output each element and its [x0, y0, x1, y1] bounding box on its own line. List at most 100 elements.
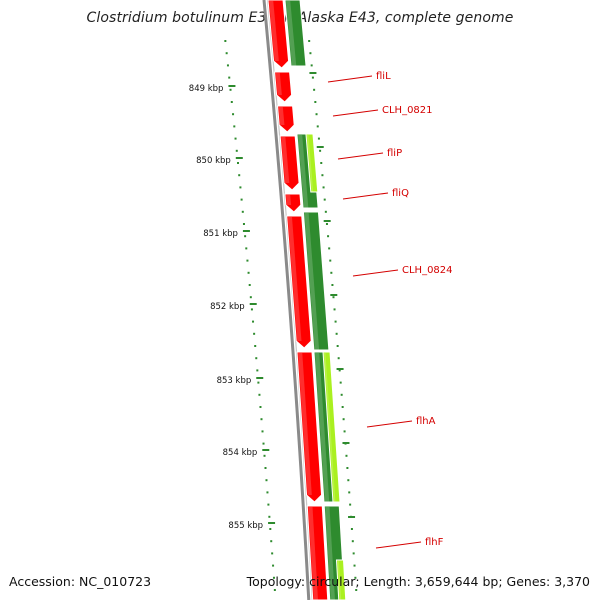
backbone-line — [262, 0, 311, 600]
outer-minor-tick — [339, 381, 342, 384]
gene-label-leader — [337, 152, 384, 160]
ruler-minor-tick — [272, 564, 275, 567]
forward-gene-highlight-body[interactable] — [305, 133, 319, 193]
reverse-gene-block[interactable] — [296, 351, 323, 503]
reverse-gene-block-shine — [287, 217, 302, 341]
reverse-gene-block-body[interactable] — [279, 135, 300, 191]
forward-gene-highlight[interactable] — [305, 133, 319, 193]
reverse-gene-block-body[interactable] — [286, 215, 312, 349]
gene-label-flhF[interactable]: flhF — [375, 537, 444, 549]
reverse-gene-block[interactable] — [277, 105, 295, 133]
gene-label-fliQ[interactable]: fliQ — [342, 188, 409, 200]
gene-label-text[interactable]: flhF — [425, 537, 444, 548]
reverse-gene-block-shine — [285, 195, 292, 205]
ruler-minor-tick — [244, 235, 247, 238]
outer-minor-tick — [308, 40, 311, 42]
ruler-minor-tick — [260, 418, 263, 421]
gene-label-text[interactable]: CLH_0824 — [402, 265, 453, 276]
ruler-tick-label: 851 kbp — [203, 229, 238, 239]
reverse-gene-block-shine — [308, 507, 319, 600]
outer-major-tick — [309, 72, 317, 74]
gene-label-flhA[interactable]: flhA — [366, 416, 436, 428]
reverse-gene-block[interactable] — [306, 505, 329, 600]
forward-gene-block-shine — [315, 353, 330, 502]
ruler-minor-tick — [269, 528, 272, 530]
ruler-tick-label: 855 kbp — [228, 521, 263, 531]
reverse-gene-block[interactable] — [274, 71, 293, 103]
outer-minor-tick — [325, 223, 328, 225]
ruler-minor-tick — [247, 271, 250, 274]
ruler-minor-tick — [271, 552, 274, 555]
forward-gene-highlight-body[interactable] — [335, 559, 347, 600]
outer-major-tick — [342, 442, 350, 444]
reverse-gene-block-body[interactable] — [296, 351, 323, 503]
reverse-gene-block-body[interactable] — [284, 193, 302, 213]
outer-minor-tick — [355, 589, 358, 591]
outer-minor-tick — [336, 345, 339, 347]
ruler-tick-label: 850 kbp — [196, 156, 231, 166]
outer-minor-tick — [352, 552, 355, 555]
forward-gene-highlight[interactable] — [322, 351, 341, 503]
gene-label-text[interactable]: flhA — [416, 416, 436, 427]
reverse-gene-block[interactable] — [284, 193, 302, 213]
reverse-gene-block-body[interactable] — [277, 105, 295, 133]
genome-summary-text: Topology: circular; Length: 3,659,644 bp… — [246, 574, 590, 589]
ruler-minor-tick — [229, 88, 232, 91]
reverse-gene-block-shine — [281, 137, 290, 183]
forward-gene-block-body[interactable] — [284, 0, 307, 67]
ruler-minor-tick — [258, 393, 261, 396]
ruler-minor-tick — [246, 259, 249, 262]
reverse-gene-block[interactable] — [267, 0, 290, 69]
outer-minor-tick — [341, 406, 344, 408]
outer-minor-tick — [313, 88, 316, 91]
forward-gene-block[interactable] — [284, 0, 307, 67]
ruler-minor-tick — [273, 589, 276, 591]
outer-minor-tick — [340, 393, 343, 396]
outer-minor-tick — [329, 259, 332, 262]
reverse-gene-block-body[interactable] — [267, 0, 290, 69]
ruler-major-tick — [242, 230, 250, 232]
forward-gene-highlight-body[interactable] — [322, 351, 341, 503]
reverse-gene-block-body[interactable] — [306, 505, 329, 600]
ruler-minor-tick — [253, 332, 256, 335]
ruler-minor-tick — [250, 308, 253, 311]
gene-label-CLH_0821[interactable]: CLH_0821 — [332, 105, 433, 117]
gene-label-text[interactable]: fliP — [387, 148, 402, 159]
ruler-minor-tick — [266, 491, 269, 494]
gene-labels[interactable]: fliL CLH_0821 fliP fliQ CLH_0824 flhA flhF — [327, 71, 453, 549]
gene-label-text[interactable]: CLH_0821 — [382, 105, 433, 116]
ruler-minor-tick — [225, 52, 228, 55]
ruler-minor-tick — [241, 210, 244, 213]
ruler-major-tick — [256, 377, 264, 379]
gene-label-text[interactable]: fliL — [376, 71, 391, 82]
gene-label-leader — [375, 541, 422, 549]
forward-gene-block-shine — [304, 213, 320, 350]
outer-minor-tick — [353, 564, 356, 567]
gene-label-fliL[interactable]: fliL — [327, 71, 391, 83]
forward-gene-highlight[interactable] — [335, 559, 347, 600]
reverse-strand-genes[interactable] — [267, 0, 329, 600]
gene-label-fliP[interactable]: fliP — [337, 148, 402, 160]
ruler-major-tick — [235, 157, 243, 159]
forward-gene-block[interactable] — [302, 211, 330, 351]
ruler-minor-tick — [234, 137, 237, 140]
gene-label-CLH_0824[interactable]: CLH_0824 — [352, 265, 453, 277]
ruler-minor-tick — [228, 76, 231, 79]
reverse-gene-block-body[interactable] — [274, 71, 293, 103]
gene-label-text[interactable]: fliQ — [392, 188, 409, 199]
ruler-minor-tick — [263, 454, 266, 457]
gene-label-leader — [366, 420, 413, 428]
ruler-minor-tick — [264, 467, 267, 469]
forward-strand-genes[interactable] — [284, 0, 347, 600]
ruler-minor-tick — [255, 357, 258, 360]
outer-minor-tick — [322, 186, 325, 189]
ruler-minor-tick — [249, 296, 252, 299]
reverse-gene-block[interactable] — [286, 215, 312, 349]
reverse-gene-block[interactable] — [279, 135, 300, 191]
outer-minor-tick — [351, 540, 354, 543]
ruler-minor-tick — [248, 284, 251, 286]
forward-gene-block-shine — [297, 135, 309, 208]
forward-gene-block-body[interactable] — [302, 211, 330, 351]
